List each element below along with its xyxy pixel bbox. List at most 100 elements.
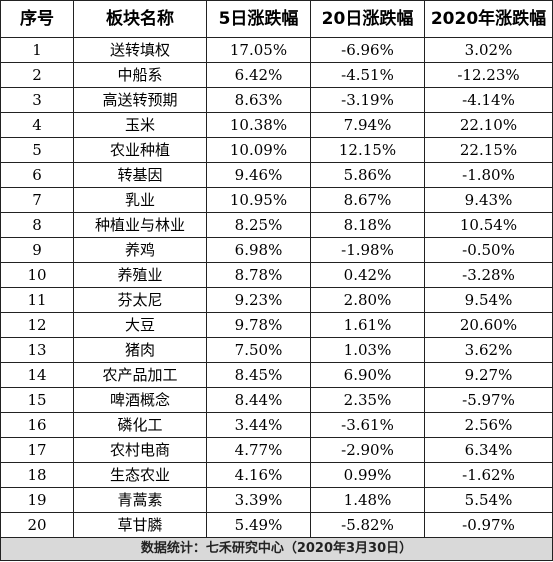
change-5day: 4.16% bbox=[206, 462, 311, 488]
row-index: 16 bbox=[0, 412, 74, 438]
sector-name: 农业种植 bbox=[73, 137, 207, 163]
change-5day: 6.42% bbox=[206, 62, 311, 88]
sector-name: 猪肉 bbox=[73, 337, 207, 363]
change-20day: 6.90% bbox=[310, 362, 425, 388]
row-index: 13 bbox=[0, 337, 74, 363]
table-header-row: 序号 板块名称 5日涨跌幅 20日涨跌幅 2020年涨跌幅 bbox=[0, 0, 553, 38]
header-20day-change: 20日涨跌幅 bbox=[310, 0, 425, 38]
sector-performance-table: 序号 板块名称 5日涨跌幅 20日涨跌幅 2020年涨跌幅 1 送转填权 17.05… bbox=[0, 0, 553, 538]
table-row: 6 转基因 9.46% 5.86% -1.80% bbox=[0, 162, 553, 188]
table-row: 5 农业种植 10.09% 12.15% 22.15% bbox=[0, 137, 553, 163]
change-20day: -6.96% bbox=[310, 37, 425, 63]
row-index: 9 bbox=[0, 237, 74, 263]
change-5day: 8.25% bbox=[206, 212, 311, 238]
sector-name: 转基因 bbox=[73, 162, 207, 188]
sector-name: 啤酒概念 bbox=[73, 387, 207, 413]
change-2020: -1.62% bbox=[424, 462, 553, 488]
row-index: 18 bbox=[0, 462, 74, 488]
change-20day: 8.67% bbox=[310, 187, 425, 213]
change-2020: 6.34% bbox=[424, 437, 553, 463]
table-row: 10 养殖业 8.78% 0.42% -3.28% bbox=[0, 262, 553, 288]
sector-name: 草甘膦 bbox=[73, 512, 207, 538]
change-20day: 2.80% bbox=[310, 287, 425, 313]
change-2020: -1.80% bbox=[424, 162, 553, 188]
change-5day: 5.49% bbox=[206, 512, 311, 538]
sector-name: 玉米 bbox=[73, 112, 207, 138]
table-row: 3 高送转预期 8.63% -3.19% -4.14% bbox=[0, 87, 553, 113]
change-5day: 10.95% bbox=[206, 187, 311, 213]
table-row: 1 送转填权 17.05% -6.96% 3.02% bbox=[0, 37, 553, 63]
change-2020: 9.54% bbox=[424, 287, 553, 313]
row-index: 20 bbox=[0, 512, 74, 538]
change-2020: 2.56% bbox=[424, 412, 553, 438]
sector-name: 青蒿素 bbox=[73, 487, 207, 513]
data-source-footer: 数据统计：七禾研究中心（2020年3月30日） bbox=[0, 538, 553, 561]
sector-name: 芬太尼 bbox=[73, 287, 207, 313]
sector-name: 种植业与林业 bbox=[73, 212, 207, 238]
change-2020: -5.97% bbox=[424, 387, 553, 413]
sector-name: 磷化工 bbox=[73, 412, 207, 438]
change-2020: -4.14% bbox=[424, 87, 553, 113]
table-row: 14 农产品加工 8.45% 6.90% 9.27% bbox=[0, 362, 553, 388]
change-2020: -0.97% bbox=[424, 512, 553, 538]
change-20day: -2.90% bbox=[310, 437, 425, 463]
change-5day: 8.44% bbox=[206, 387, 311, 413]
change-5day: 3.44% bbox=[206, 412, 311, 438]
change-20day: 1.61% bbox=[310, 312, 425, 338]
row-index: 8 bbox=[0, 212, 74, 238]
row-index: 10 bbox=[0, 262, 74, 288]
row-index: 14 bbox=[0, 362, 74, 388]
change-5day: 9.78% bbox=[206, 312, 311, 338]
table-row: 19 青蒿素 3.39% 1.48% 5.54% bbox=[0, 487, 553, 513]
change-2020: -0.50% bbox=[424, 237, 553, 263]
change-20day: -4.51% bbox=[310, 62, 425, 88]
row-index: 3 bbox=[0, 87, 74, 113]
change-20day: 1.48% bbox=[310, 487, 425, 513]
row-index: 7 bbox=[0, 187, 74, 213]
change-20day: -1.98% bbox=[310, 237, 425, 263]
change-2020: 22.15% bbox=[424, 137, 553, 163]
change-20day: 2.35% bbox=[310, 387, 425, 413]
change-2020: 3.62% bbox=[424, 337, 553, 363]
table-row: 20 草甘膦 5.49% -5.82% -0.97% bbox=[0, 512, 553, 538]
change-2020: 20.60% bbox=[424, 312, 553, 338]
change-2020: 10.54% bbox=[424, 212, 553, 238]
change-2020: 9.43% bbox=[424, 187, 553, 213]
change-5day: 8.63% bbox=[206, 87, 311, 113]
change-5day: 8.78% bbox=[206, 262, 311, 288]
table-row: 15 啤酒概念 8.44% 2.35% -5.97% bbox=[0, 387, 553, 413]
change-5day: 9.46% bbox=[206, 162, 311, 188]
table-row: 9 养鸡 6.98% -1.98% -0.50% bbox=[0, 237, 553, 263]
sector-name: 大豆 bbox=[73, 312, 207, 338]
row-index: 6 bbox=[0, 162, 74, 188]
change-2020: 9.27% bbox=[424, 362, 553, 388]
change-20day: 7.94% bbox=[310, 112, 425, 138]
change-20day: 5.86% bbox=[310, 162, 425, 188]
row-index: 15 bbox=[0, 387, 74, 413]
change-5day: 9.23% bbox=[206, 287, 311, 313]
sector-name: 生态农业 bbox=[73, 462, 207, 488]
table-row: 17 农村电商 4.77% -2.90% 6.34% bbox=[0, 437, 553, 463]
sector-name: 农产品加工 bbox=[73, 362, 207, 388]
change-20day: -3.19% bbox=[310, 87, 425, 113]
table-row: 7 乳业 10.95% 8.67% 9.43% bbox=[0, 187, 553, 213]
table-row: 11 芬太尼 9.23% 2.80% 9.54% bbox=[0, 287, 553, 313]
sector-name: 养鸡 bbox=[73, 237, 207, 263]
table-row: 16 磷化工 3.44% -3.61% 2.56% bbox=[0, 412, 553, 438]
sector-name: 乳业 bbox=[73, 187, 207, 213]
change-5day: 4.77% bbox=[206, 437, 311, 463]
row-index: 1 bbox=[0, 37, 74, 63]
header-5day-change: 5日涨跌幅 bbox=[206, 0, 311, 38]
table-row: 18 生态农业 4.16% 0.99% -1.62% bbox=[0, 462, 553, 488]
row-index: 5 bbox=[0, 137, 74, 163]
table-row: 12 大豆 9.78% 1.61% 20.60% bbox=[0, 312, 553, 338]
header-sector-name: 板块名称 bbox=[73, 0, 207, 38]
sector-name: 养殖业 bbox=[73, 262, 207, 288]
table-row: 2 中船系 6.42% -4.51% -12.23% bbox=[0, 62, 553, 88]
change-5day: 17.05% bbox=[206, 37, 311, 63]
row-index: 12 bbox=[0, 312, 74, 338]
row-index: 19 bbox=[0, 487, 74, 513]
row-index: 2 bbox=[0, 62, 74, 88]
change-5day: 3.39% bbox=[206, 487, 311, 513]
